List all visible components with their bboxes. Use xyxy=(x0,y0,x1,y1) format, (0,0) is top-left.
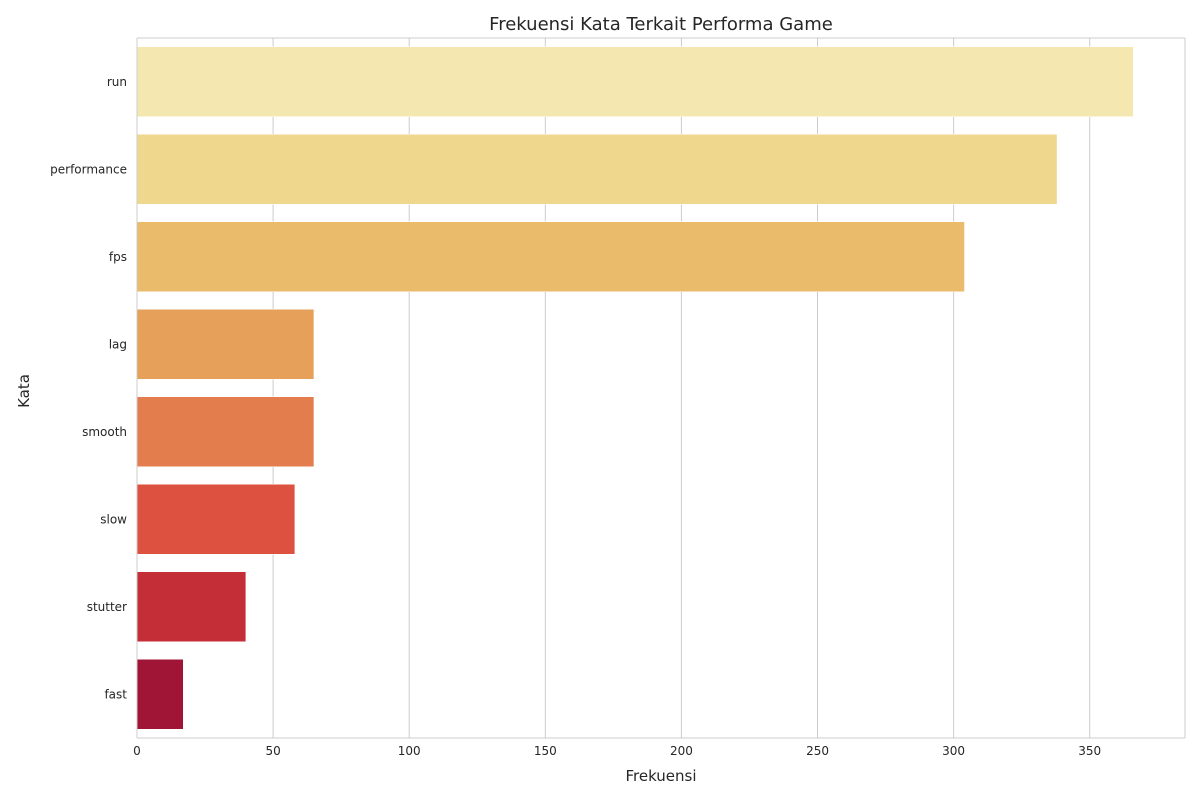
y-tick-label: fast xyxy=(104,687,127,701)
x-tick-label: 100 xyxy=(398,744,421,758)
bar-fast xyxy=(136,659,184,730)
bars-layer xyxy=(136,46,1134,730)
x-tick-label: 0 xyxy=(133,744,141,758)
x-tick-label: 200 xyxy=(670,744,693,758)
bar-performance xyxy=(136,134,1058,205)
chart-title: Frekuensi Kata Terkait Performa Game xyxy=(489,14,833,35)
y-tick-label: smooth xyxy=(82,425,127,439)
bar-stutter xyxy=(136,571,247,642)
bar-slow xyxy=(136,484,296,555)
y-tick-label: stutter xyxy=(87,600,127,614)
y-tick-label: fps xyxy=(109,250,127,264)
y-axis-label: Kata xyxy=(15,374,33,408)
x-axis-label: Frekuensi xyxy=(625,767,696,785)
frame-layer xyxy=(136,37,1186,739)
y-tick-label: slow xyxy=(100,512,127,526)
x-tick-label: 150 xyxy=(534,744,557,758)
bar-smooth xyxy=(136,396,315,467)
x-tick-label: 250 xyxy=(806,744,829,758)
x-tick-label: 50 xyxy=(265,744,280,758)
y-tick-label: performance xyxy=(50,162,127,176)
x-tick-label: 300 xyxy=(942,744,965,758)
y-tick-label: lag xyxy=(109,337,127,351)
y-tick-label: run xyxy=(107,75,127,89)
bar-fps xyxy=(136,221,965,292)
bar-lag xyxy=(136,309,315,380)
ticks-layer: 0 50 100 150 200 250 300 350 run performance fps la… xyxy=(50,75,1101,758)
x-tick-label: 350 xyxy=(1078,744,1101,758)
bar-run xyxy=(136,46,1134,117)
